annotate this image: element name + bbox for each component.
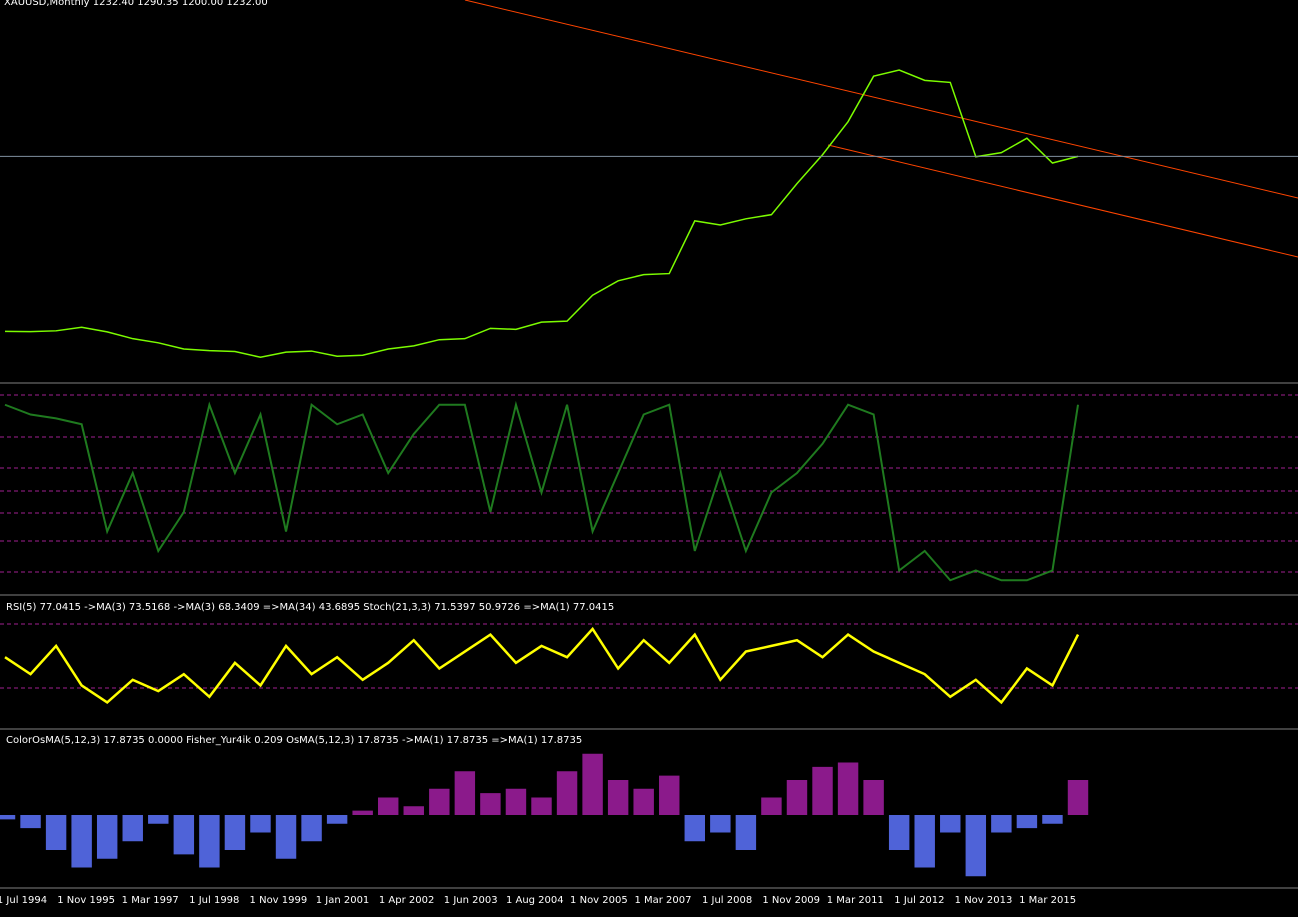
osma-bar — [659, 775, 680, 815]
rsi-line — [4, 626, 1080, 705]
osma-bar — [20, 815, 41, 829]
osma-bar — [684, 815, 706, 842]
osma-bar — [735, 815, 757, 850]
levels — [0, 394, 1298, 689]
osma-bar — [275, 815, 297, 859]
osma-bar — [45, 815, 67, 850]
osma-bar — [582, 753, 603, 815]
osma-bar — [1067, 780, 1089, 815]
osma-bar — [812, 766, 833, 815]
x-axis-label: 1 Mar 1997 — [122, 895, 179, 906]
osma-bar — [301, 815, 322, 842]
osma-bar — [607, 780, 629, 815]
panel-borders — [0, 382, 1298, 889]
osma-bar — [480, 793, 501, 815]
price-line — [4, 69, 1079, 359]
osma-bar — [429, 788, 450, 815]
x-axis-label: 1 Nov 2009 — [762, 895, 820, 906]
osma-bar — [761, 797, 782, 815]
x-axis-label: 1 Mar 2011 — [827, 895, 884, 906]
x-axis-label: 1 Nov 2005 — [570, 895, 628, 906]
osma-bar — [454, 771, 476, 815]
osma-label: ColorOsMA(5,12,3) 17.8735 0.0000 Fisher_… — [6, 735, 582, 746]
osma-bar — [173, 815, 195, 855]
x-axis-label: 1 Jul 2012 — [894, 895, 944, 906]
osma-bar — [633, 788, 654, 815]
osma-bar — [148, 815, 169, 824]
x-axis-label: 1 Nov 1999 — [250, 895, 308, 906]
osma-bar — [991, 815, 1012, 833]
osma-bar — [1016, 815, 1038, 829]
osma-bar — [352, 810, 373, 815]
osma-bar — [224, 815, 246, 850]
osma-bar — [0, 815, 16, 820]
x-axis-label: 1 Aug 2004 — [506, 895, 564, 906]
x-axis-label: 1 Jun 2003 — [444, 895, 498, 906]
osma-bar — [531, 797, 552, 815]
rsi-label: RSI(5) 77.0415 ->MA(3) 73.5168 ->MA(3) 6… — [6, 602, 614, 613]
x-axis-label: 1 Mar 2015 — [1019, 895, 1076, 906]
osma-bar — [199, 815, 220, 868]
x-axis-label: 1 Jul 1998 — [189, 895, 239, 906]
stochastic-line — [4, 400, 1079, 582]
osma-bar — [250, 815, 271, 833]
x-axis-label: 1 Jul 1994 — [0, 895, 47, 906]
x-axis-label: 1 Apr 2002 — [379, 895, 434, 906]
osma-bar — [403, 806, 424, 815]
osma-bar — [122, 815, 143, 842]
osma-bar — [837, 762, 859, 815]
osma-bar — [71, 815, 92, 868]
osma-bar — [786, 780, 808, 815]
osma-bar — [96, 815, 118, 859]
osma-bar — [914, 815, 935, 868]
x-axis-label: 1 Jan 2001 — [316, 895, 370, 906]
osma-bar — [710, 815, 731, 833]
osma-bar — [965, 815, 987, 877]
x-axis-label: 1 Nov 1995 — [57, 895, 115, 906]
osma-bar — [326, 815, 348, 824]
osma-bar — [1042, 815, 1063, 824]
osma-bar — [863, 780, 884, 815]
symbol-header: XAUUSD,Monthly 1232.40 1290.35 1200.00 1… — [4, 0, 268, 8]
x-axis-label: 1 Nov 2013 — [955, 895, 1013, 906]
osma-bar — [888, 815, 910, 850]
osma-bar — [940, 815, 961, 833]
osma-bar — [377, 797, 399, 815]
osma-bar — [556, 771, 578, 815]
osma-bar — [505, 788, 527, 815]
x-axis-label: 1 Mar 2007 — [634, 895, 691, 906]
x-axis-label: 1 Jul 2008 — [702, 895, 752, 906]
trend-channel — [464, 0, 1298, 258]
